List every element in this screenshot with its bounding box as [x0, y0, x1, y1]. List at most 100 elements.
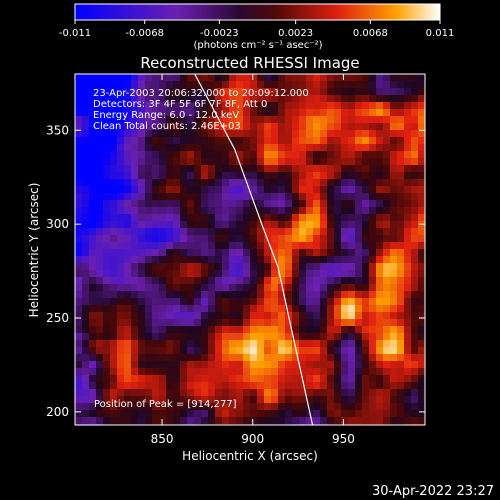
heatmap-cell — [334, 354, 341, 361]
heatmap-cell — [411, 242, 418, 249]
heatmap-cell — [187, 277, 194, 284]
heatmap-cell — [145, 368, 152, 375]
heatmap-cell — [341, 151, 348, 158]
heatmap-cell — [355, 375, 362, 382]
heatmap-cell — [404, 361, 411, 368]
heatmap-cell — [117, 186, 124, 193]
heatmap-cell — [187, 165, 194, 172]
heatmap-cell — [264, 200, 271, 207]
heatmap-cell — [124, 123, 131, 130]
heatmap-cell — [152, 347, 159, 354]
heatmap-cell — [250, 284, 257, 291]
heatmap-cell — [124, 95, 131, 102]
heatmap-cell — [397, 270, 404, 277]
heatmap-cell — [194, 298, 201, 305]
heatmap-cell — [257, 172, 264, 179]
heatmap-cell — [110, 298, 117, 305]
heatmap-cell — [96, 319, 103, 326]
heatmap-cell — [152, 410, 159, 417]
heatmap-cell — [257, 375, 264, 382]
heatmap-cell — [75, 74, 82, 81]
heatmap-cell — [75, 116, 82, 123]
heatmap-cell — [96, 291, 103, 298]
heatmap-cell — [117, 130, 124, 137]
heatmap-cell — [355, 270, 362, 277]
heatmap-cell — [257, 305, 264, 312]
heatmap-cell — [348, 228, 355, 235]
heatmap-cell — [404, 81, 411, 88]
heatmap-cell — [159, 361, 166, 368]
heatmap-cell — [362, 340, 369, 347]
heatmap-cell — [194, 144, 201, 151]
heatmap-cell — [327, 263, 334, 270]
heatmap-cell — [180, 186, 187, 193]
heatmap-cell — [138, 375, 145, 382]
heatmap-cell — [222, 228, 229, 235]
heatmap-cell — [264, 361, 271, 368]
heatmap-cell — [194, 130, 201, 137]
heatmap-cell — [243, 284, 250, 291]
heatmap-cell — [243, 389, 250, 396]
heatmap-cell — [397, 354, 404, 361]
heatmap-cell — [341, 291, 348, 298]
heatmap-cell — [180, 319, 187, 326]
heatmap-cell — [173, 186, 180, 193]
heatmap-cell — [341, 347, 348, 354]
heatmap-cell — [75, 186, 82, 193]
heatmap-cell — [89, 277, 96, 284]
heatmap-cell — [110, 354, 117, 361]
heatmap-cell — [103, 305, 110, 312]
heatmap-cell — [264, 186, 271, 193]
heatmap-cell — [376, 137, 383, 144]
heatmap-cell — [348, 151, 355, 158]
heatmap-cell — [320, 263, 327, 270]
heatmap-cell — [194, 368, 201, 375]
heatmap-cell — [264, 207, 271, 214]
heatmap-cell — [313, 123, 320, 130]
heatmap-cell — [411, 396, 418, 403]
heatmap-cell — [355, 200, 362, 207]
heatmap-cell — [411, 158, 418, 165]
heatmap-cell — [362, 74, 369, 81]
heatmap-cell — [208, 235, 215, 242]
heatmap-cell — [306, 235, 313, 242]
heatmap-cell — [222, 256, 229, 263]
heatmap-cell — [138, 109, 145, 116]
heatmap-cell — [117, 123, 124, 130]
heatmap-cell — [131, 137, 138, 144]
heatmap-cell — [124, 242, 131, 249]
heatmap-cell — [404, 382, 411, 389]
heatmap-cell — [124, 340, 131, 347]
heatmap-cell — [89, 312, 96, 319]
heatmap-cell — [96, 214, 103, 221]
heatmap-cell — [159, 396, 166, 403]
heatmap-cell — [397, 361, 404, 368]
heatmap-cell — [236, 298, 243, 305]
x-tick-label: 950 — [332, 432, 355, 446]
heatmap-cell — [383, 74, 390, 81]
heatmap-cell — [229, 354, 236, 361]
heatmap-cell — [117, 347, 124, 354]
heatmap-cell — [208, 81, 215, 88]
heatmap-cell — [369, 102, 376, 109]
heatmap-cell — [194, 123, 201, 130]
heatmap-cell — [299, 123, 306, 130]
heatmap-cell — [75, 396, 82, 403]
heatmap-cell — [194, 361, 201, 368]
heatmap-cell — [341, 116, 348, 123]
heatmap-cell — [285, 298, 292, 305]
heatmap-cell — [390, 340, 397, 347]
heatmap-cell — [89, 375, 96, 382]
heatmap-cell — [180, 88, 187, 95]
heatmap-cell — [299, 389, 306, 396]
heatmap-cell — [173, 214, 180, 221]
heatmap-cell — [110, 284, 117, 291]
heatmap-cell — [187, 144, 194, 151]
heatmap-cell — [131, 249, 138, 256]
heatmap-cell — [187, 235, 194, 242]
heatmap-cell — [313, 319, 320, 326]
heatmap-cell — [306, 403, 313, 410]
heatmap-cell — [264, 249, 271, 256]
heatmap-cell — [215, 214, 222, 221]
heatmap-cell — [320, 382, 327, 389]
